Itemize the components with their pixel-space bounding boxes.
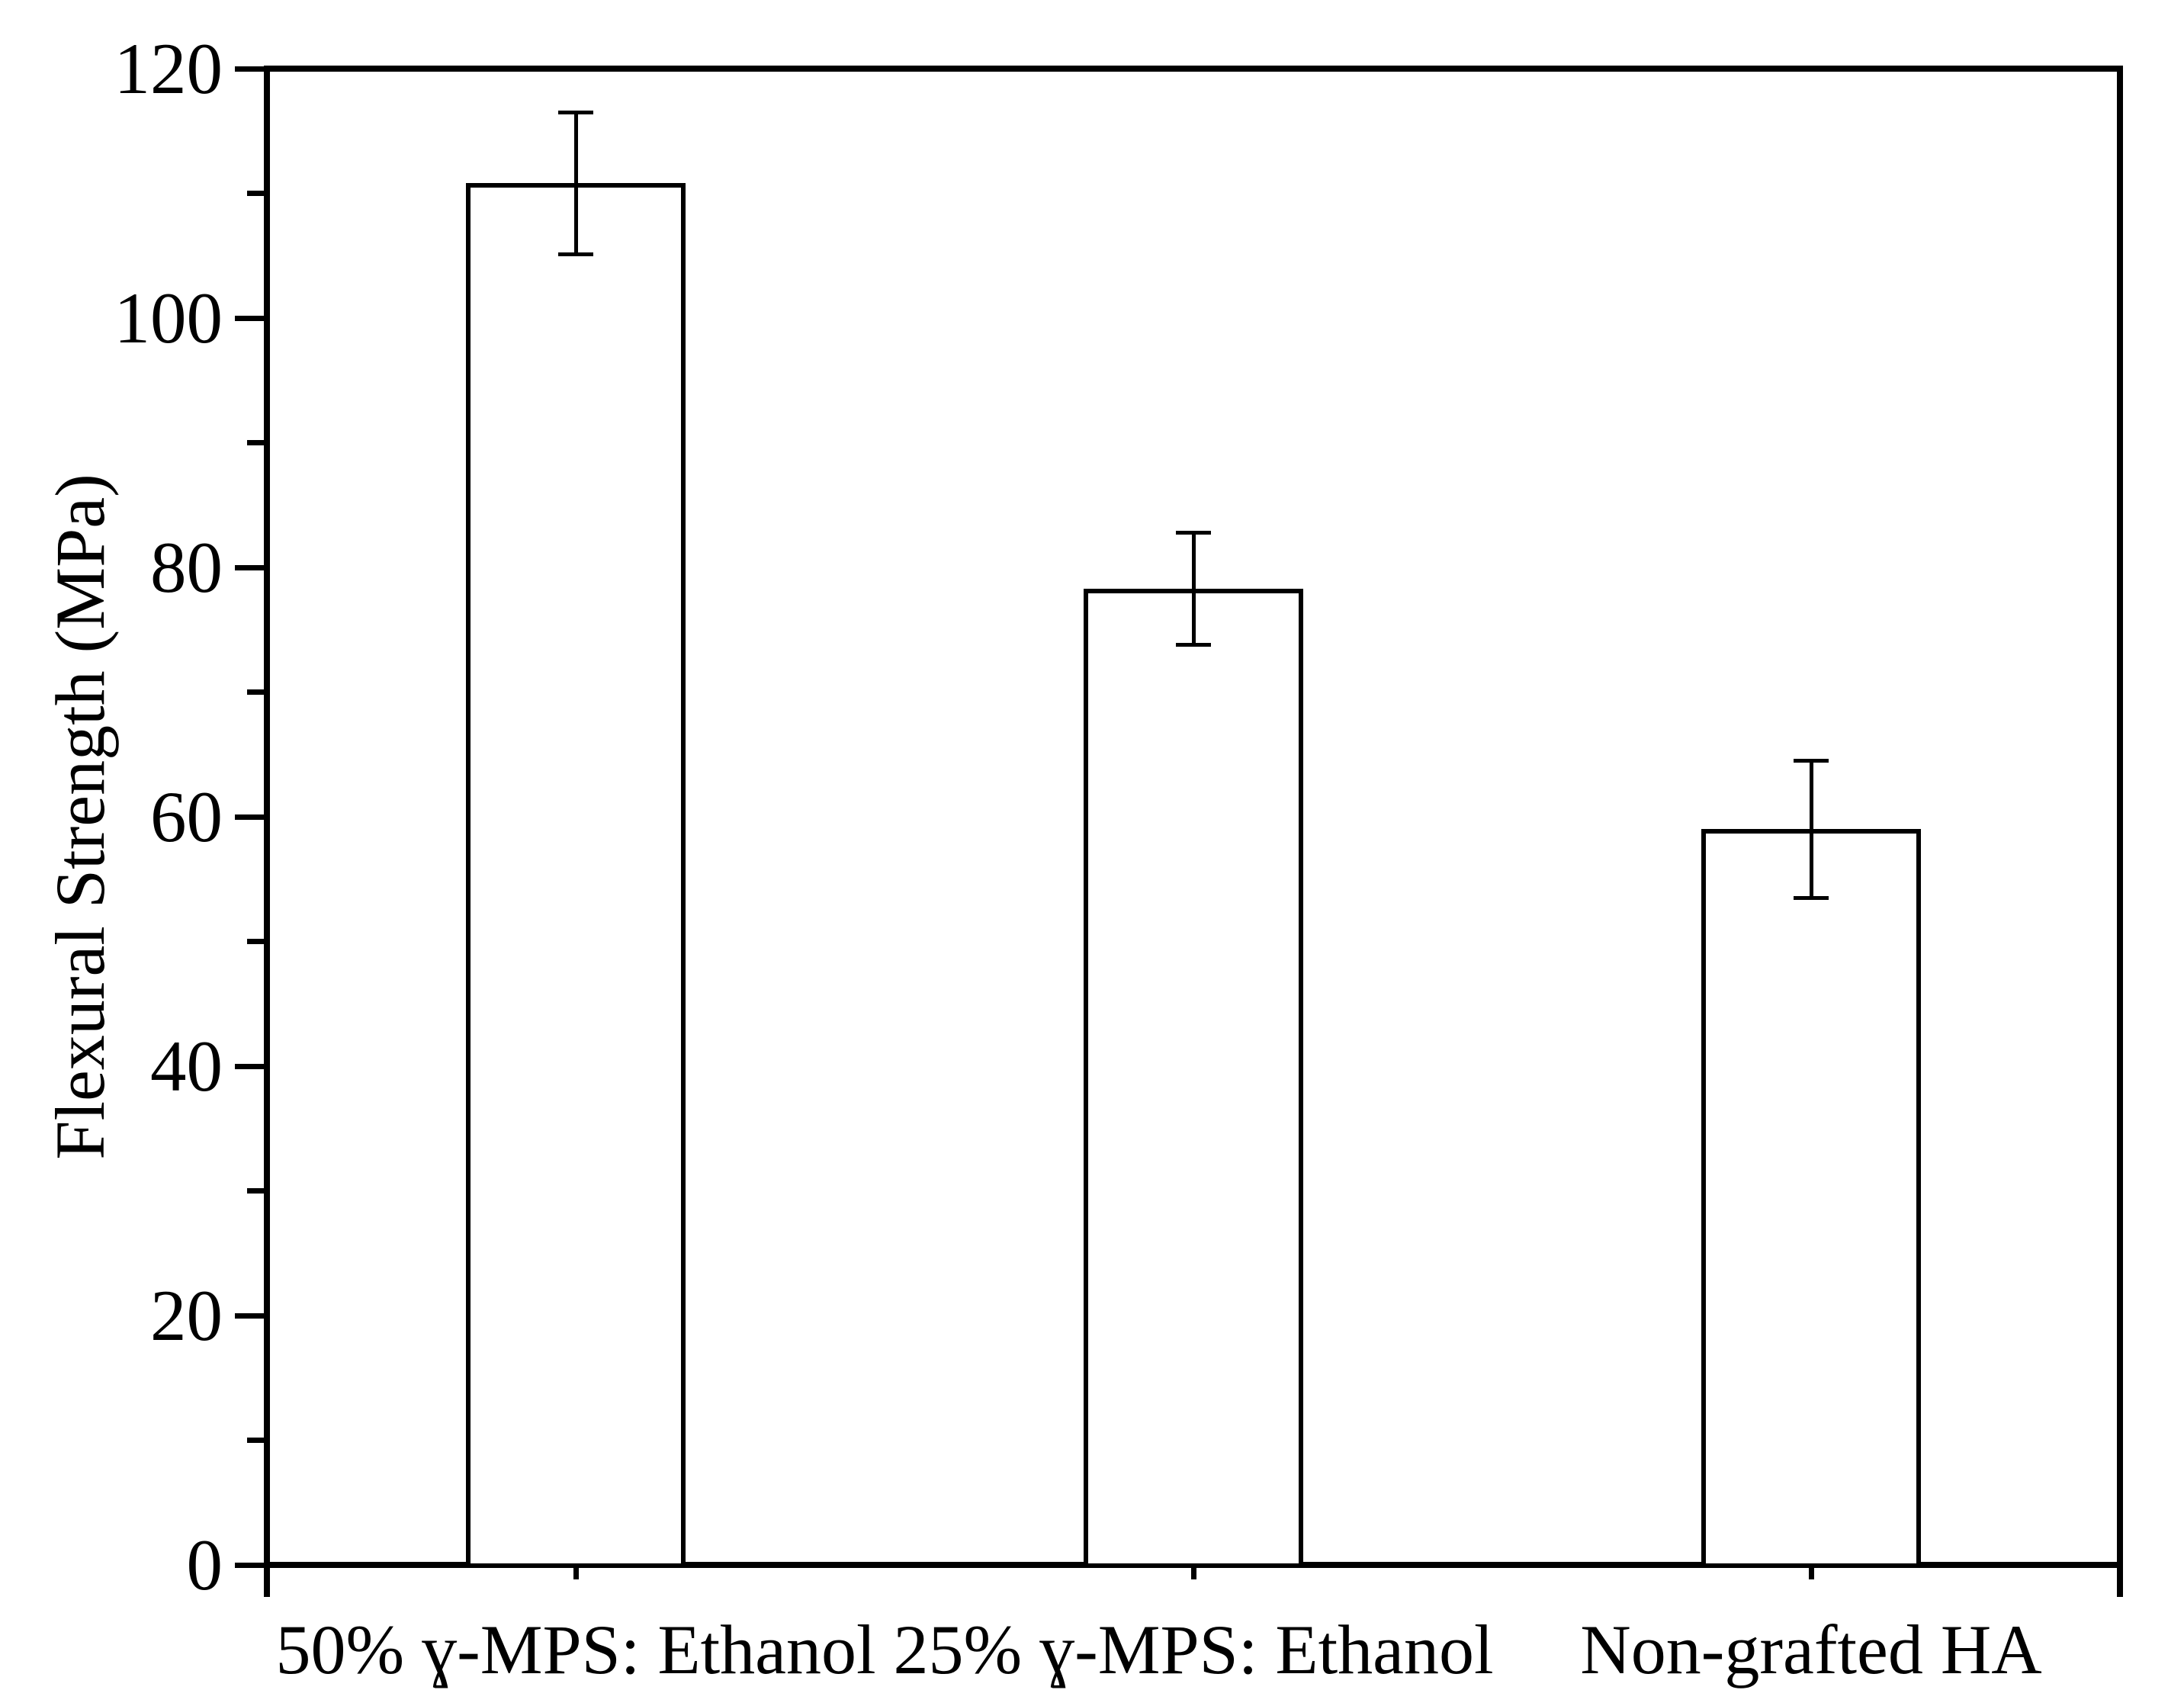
y-axis-tick-label: 60 — [150, 776, 223, 857]
y-axis-minor-tick — [247, 939, 264, 944]
y-axis-minor-tick — [247, 689, 264, 695]
y-axis-minor-tick — [247, 191, 264, 196]
bar — [1701, 829, 1921, 1568]
y-axis-major-tick — [235, 814, 264, 820]
y-axis-minor-tick — [247, 440, 264, 445]
y-axis-tick-label: 20 — [150, 1275, 223, 1356]
bar — [466, 183, 686, 1568]
y-axis-tick-label: 40 — [150, 1026, 223, 1107]
y-axis-tick-label: 120 — [114, 28, 223, 109]
y-axis-tick-label: 80 — [150, 527, 223, 608]
y-axis-tick-label: 0 — [186, 1524, 223, 1605]
x-axis-category-label: 25% ɣ-MPS: Ethanol — [893, 1611, 1494, 1688]
y-axis-major-tick — [235, 315, 264, 321]
y-axis-major-tick — [235, 66, 264, 72]
y-axis-minor-tick — [247, 1188, 264, 1194]
error-bar-top-cap — [1176, 530, 1211, 535]
error-bar-line — [573, 112, 578, 255]
bar — [1084, 588, 1303, 1568]
x-axis-right-end-tick — [2117, 1568, 2123, 1597]
error-bar-line — [1809, 760, 1813, 898]
y-axis-major-tick — [235, 564, 264, 570]
y-axis-major-tick — [235, 1063, 264, 1069]
y-axis-minor-tick — [247, 1438, 264, 1443]
y-axis-major-tick — [235, 1312, 264, 1319]
error-bar-bottom-cap — [1176, 642, 1211, 647]
error-bar-top-cap — [558, 110, 593, 114]
error-bar-top-cap — [1794, 758, 1829, 763]
x-axis-category-tick — [1808, 1568, 1814, 1579]
x-axis-category-tick — [573, 1568, 579, 1579]
y-axis-major-tick — [235, 1562, 264, 1568]
x-axis-category-label: 50% ɣ-MPS: Ethanol — [275, 1611, 876, 1688]
y-axis-tick-label: 100 — [114, 278, 223, 358]
error-bar-bottom-cap — [1794, 895, 1829, 900]
x-axis-category-label: Non-grafted HA — [1580, 1611, 2042, 1688]
error-bar-line — [1191, 532, 1196, 645]
x-axis-category-tick — [1190, 1568, 1196, 1579]
error-bar-bottom-cap — [558, 252, 593, 257]
x-axis-left-end-tick — [264, 1568, 270, 1597]
